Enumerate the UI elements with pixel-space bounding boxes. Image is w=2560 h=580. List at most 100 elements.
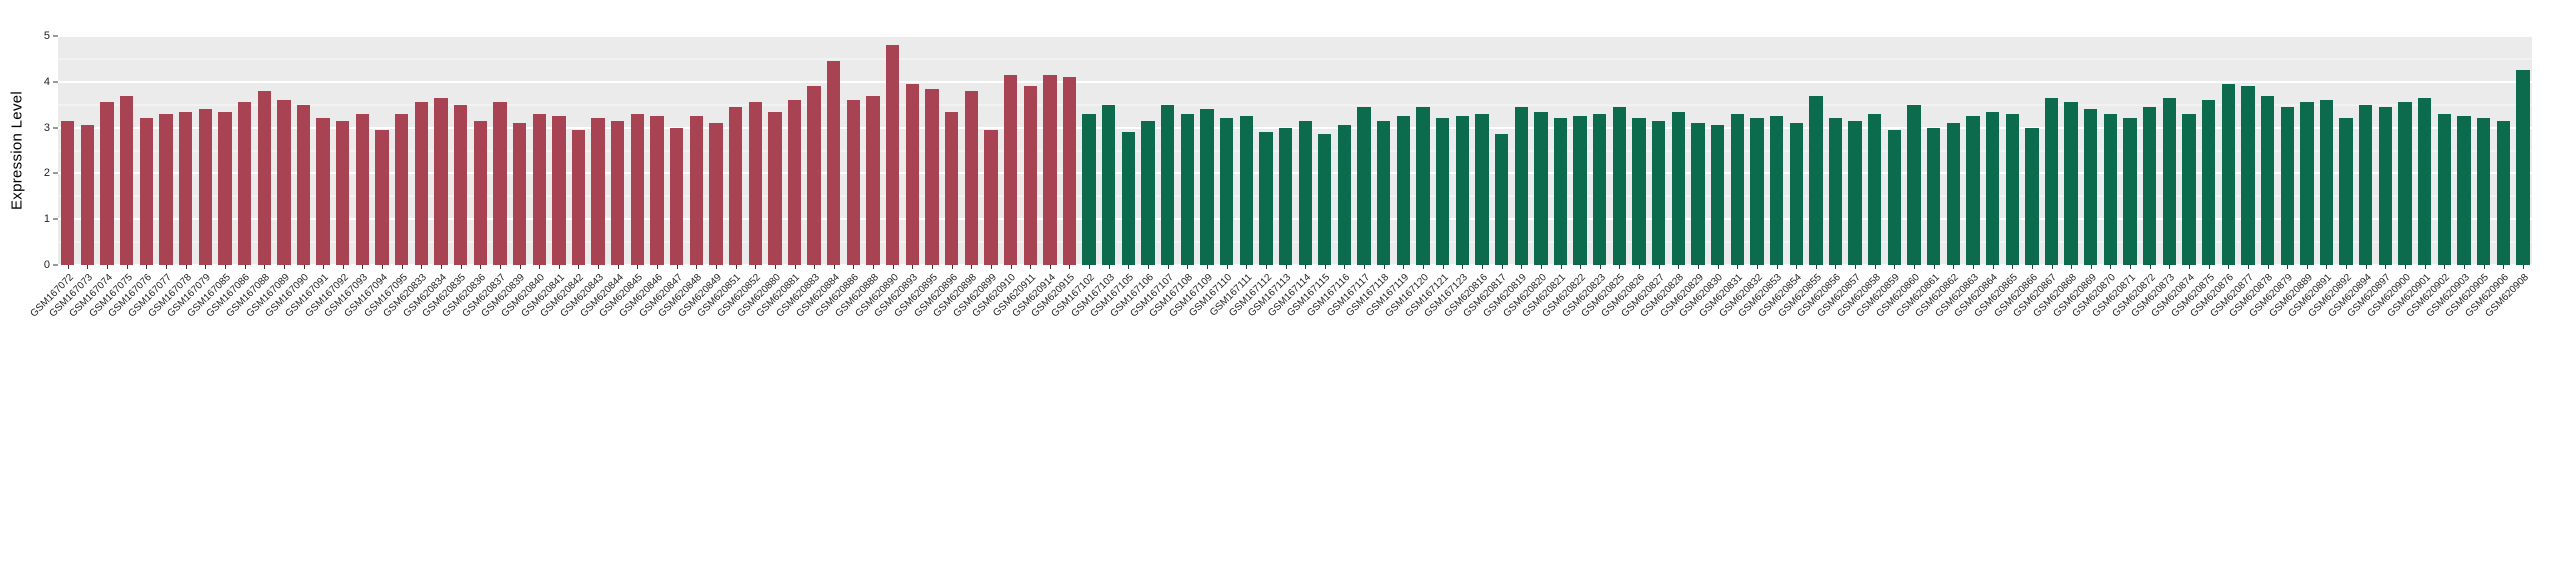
- x-tick-cell: GSM620847: [637, 265, 687, 375]
- x-tick-cell: GSM620915: [1030, 265, 1080, 375]
- x-tick-mark: [715, 265, 717, 269]
- bar-slot: [1610, 36, 1630, 265]
- bar: [1652, 120, 1666, 265]
- bar-slot: [1924, 36, 1944, 265]
- bar-slot: [1020, 36, 1040, 265]
- x-tick-mark: [303, 265, 305, 269]
- bar: [434, 97, 448, 265]
- bar: [237, 102, 252, 265]
- y-tick-mark: [53, 172, 58, 174]
- x-tick-mark: [224, 265, 226, 269]
- x-tick-mark: [1776, 265, 1778, 269]
- bar: [886, 45, 900, 265]
- bar: [1082, 113, 1096, 265]
- major-gridline: [58, 264, 2532, 266]
- bar: [532, 113, 546, 265]
- bar-slot: [687, 36, 707, 265]
- bar-slot: [1079, 36, 1099, 265]
- bar: [139, 118, 154, 265]
- bar: [2496, 120, 2510, 265]
- bar-slot: [392, 36, 412, 265]
- bar-slot: [883, 36, 903, 265]
- x-tick-cell: GSM620889: [2267, 265, 2317, 375]
- bar-slot: [1315, 36, 1335, 265]
- bar: [1298, 120, 1312, 265]
- bar: [80, 125, 95, 265]
- x-tick-mark: [166, 265, 168, 269]
- x-tick-mark: [2189, 265, 2190, 269]
- x-tick-cell: GSM620822: [1540, 265, 1590, 375]
- bar: [2359, 104, 2373, 265]
- x-tick-cell: GSM167105: [1089, 265, 1139, 375]
- x-tick-mark: [1874, 265, 1876, 269]
- x-tick-mark: [1894, 265, 1896, 269]
- x-tick-cell: GSM620894: [2326, 265, 2376, 375]
- x-tick-cell: GSM620848: [657, 265, 707, 375]
- x-tick-cell: GSM620868: [2031, 265, 2081, 375]
- x-tick-mark: [2326, 265, 2328, 269]
- x-tick-cell: GSM620823: [1560, 265, 1610, 375]
- bar-slot: [2022, 36, 2042, 265]
- bar: [218, 111, 232, 265]
- plot-panel: [58, 35, 2532, 266]
- bar-slot: [2336, 36, 2356, 265]
- bar-slot: [2238, 36, 2258, 265]
- bar-slot: [1099, 36, 1119, 265]
- x-tick-mark: [2483, 265, 2485, 269]
- x-tick-mark: [1933, 265, 1935, 269]
- x-tick-cell: GSM167110: [1187, 265, 1237, 375]
- bar-slot: [490, 36, 510, 265]
- x-tick-mark: [2346, 265, 2348, 269]
- x-tick-cell: GSM620863: [1933, 265, 1983, 375]
- x-tick-mark: [774, 265, 776, 269]
- x-tick-cell: GSM167095: [362, 265, 412, 375]
- bar: [1927, 127, 1941, 265]
- x-tick-cell: GSM620891: [2287, 265, 2337, 375]
- x-tick-mark: [1246, 265, 1248, 269]
- bar-slot: [372, 36, 392, 265]
- bar: [2182, 113, 2196, 265]
- bar-slot: [608, 36, 628, 265]
- bar: [1455, 116, 1469, 265]
- x-tick-mark: [814, 265, 816, 269]
- bar: [473, 120, 487, 265]
- bar: [1573, 116, 1587, 265]
- bar-slot: [1236, 36, 1256, 265]
- x-tick-cell: GSM620826: [1599, 265, 1649, 375]
- bar: [964, 90, 978, 265]
- bar-slot: [804, 36, 824, 265]
- bar: [1494, 134, 1509, 265]
- y-axis: 0 1 2 3 4 5: [34, 30, 58, 271]
- x-tick-mark: [1796, 265, 1798, 269]
- y-tick-label: 4: [43, 75, 50, 88]
- x-tick-mark: [1265, 265, 1267, 269]
- x-tick-cell: GSM620873: [2130, 265, 2180, 375]
- major-gridline: [58, 172, 2532, 175]
- bar: [1337, 125, 1352, 265]
- x-tick-mark: [1639, 265, 1641, 269]
- bar-slot: [1865, 36, 1885, 265]
- bar-slot: [58, 36, 78, 265]
- x-tick-cell: GSM620871: [2090, 265, 2140, 375]
- bar-slot: [176, 36, 196, 265]
- bar-slot: [2317, 36, 2337, 265]
- bar: [493, 102, 507, 265]
- bar-slot: [628, 36, 648, 265]
- x-tick-cell: GSM620883: [774, 265, 824, 375]
- bar: [2221, 84, 2235, 265]
- bar-slot: [235, 36, 255, 265]
- bar: [984, 129, 998, 265]
- bar: [1278, 127, 1293, 265]
- bar: [316, 118, 330, 265]
- gridlines: [58, 35, 2532, 266]
- x-tick-cell: GSM620884: [794, 265, 844, 375]
- bar-slot: [2002, 36, 2022, 265]
- x-tick-mark: [617, 265, 619, 269]
- x-tick-cell: GSM620835: [421, 265, 471, 375]
- x-tick-mark: [185, 265, 187, 269]
- bar: [1023, 86, 1037, 265]
- x-tick-cell: GSM620849: [676, 265, 726, 375]
- bar-slot: [1511, 36, 1531, 265]
- bar: [1966, 116, 1980, 265]
- bar: [1514, 107, 1528, 265]
